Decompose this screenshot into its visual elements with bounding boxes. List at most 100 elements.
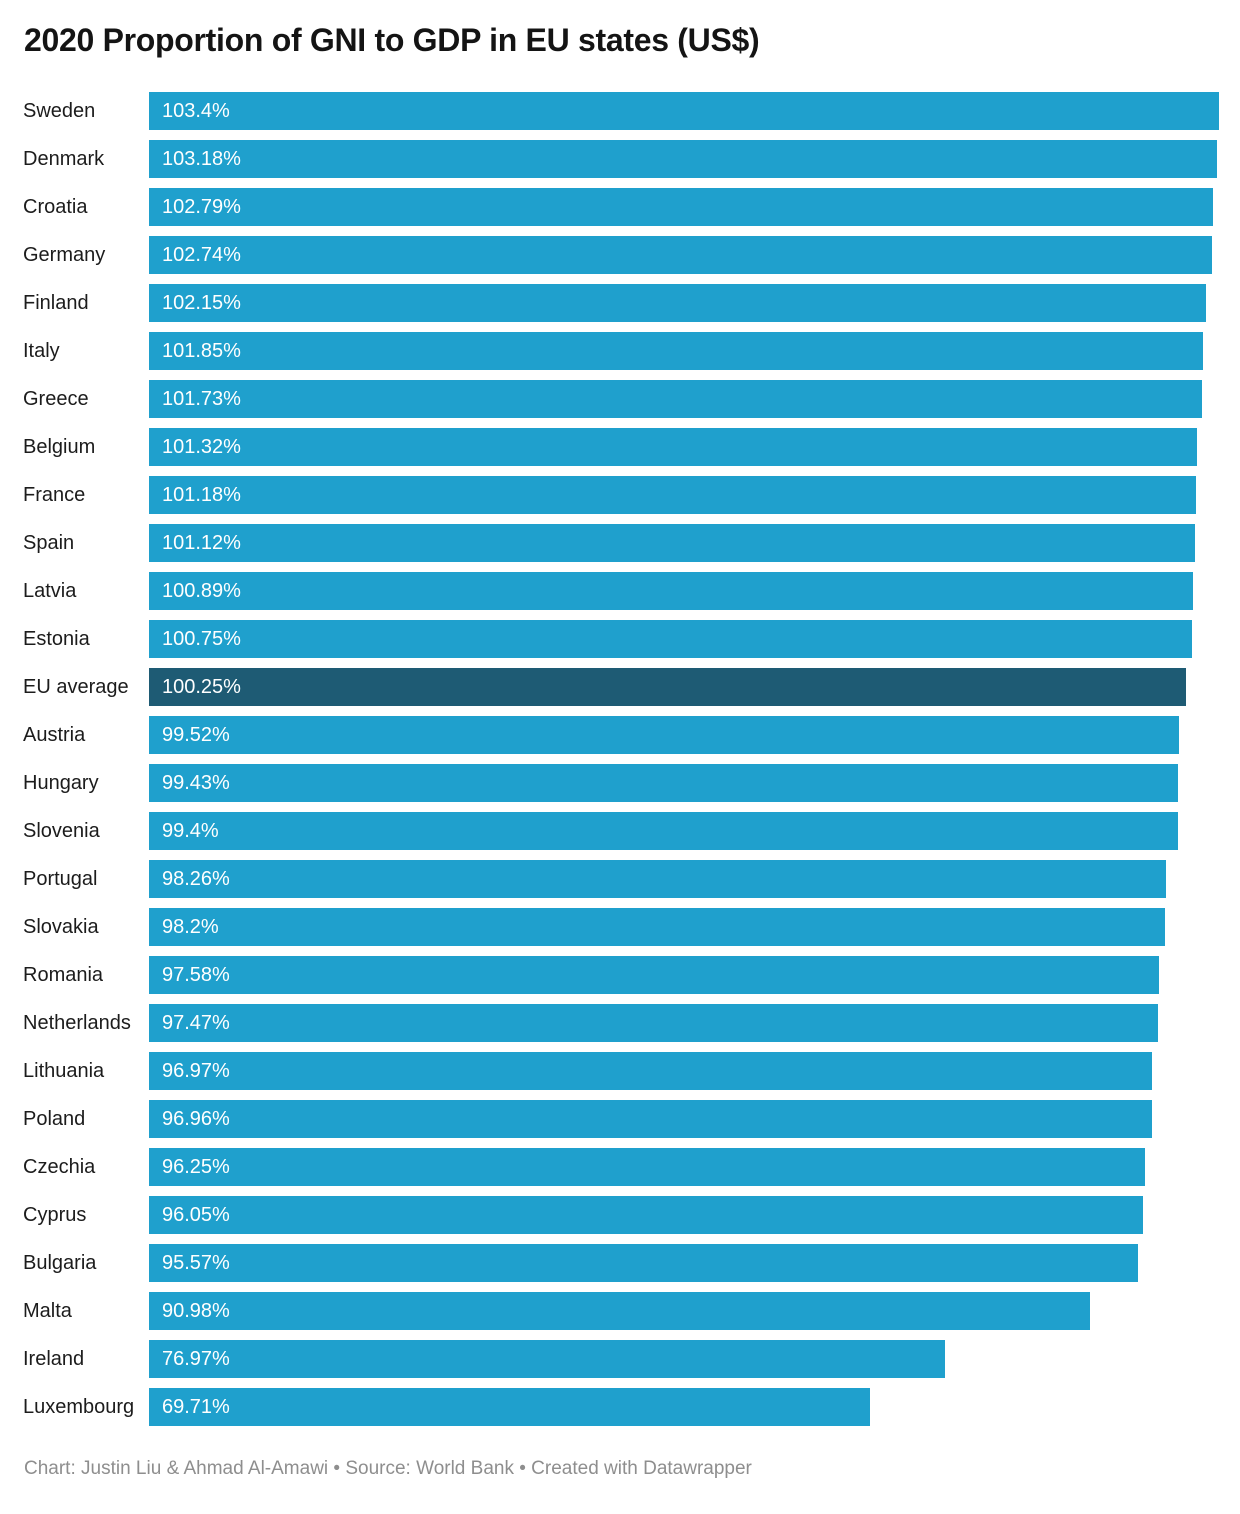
- chart-row: Bulgaria 95.57%: [0, 1239, 1219, 1287]
- bar-chart-rows: Sweden 103.4% Denmark 103.18% Croatia 102.79%…: [0, 87, 1219, 1431]
- bar: 100.25%: [149, 668, 1187, 706]
- category-label: Czechia: [23, 1155, 96, 1178]
- bar: 100.89%: [149, 572, 1194, 610]
- value-label: 69.71%: [162, 1395, 230, 1418]
- value-label: 97.58%: [162, 963, 230, 986]
- bar: 96.05%: [149, 1196, 1143, 1234]
- category-label: Latvia: [23, 579, 77, 602]
- bar-track: 97.58%: [149, 956, 1219, 994]
- bar-track: 96.97%: [149, 1052, 1219, 1090]
- bar: 99.43%: [149, 764, 1178, 802]
- bar-track: 101.73%: [149, 380, 1219, 418]
- bar: 103.18%: [149, 140, 1217, 178]
- bar-track: 90.98%: [149, 1292, 1219, 1330]
- bar: 96.25%: [149, 1148, 1145, 1186]
- value-label: 99.43%: [162, 771, 230, 794]
- category-label: Greece: [23, 387, 89, 410]
- bar-track: 95.57%: [149, 1244, 1219, 1282]
- chart-row: Ireland 76.97%: [0, 1335, 1219, 1383]
- category-label: Romania: [23, 963, 104, 986]
- bar: 96.96%: [149, 1100, 1153, 1138]
- category-label: Spain: [23, 531, 75, 554]
- chart-row: Finland 102.15%: [0, 279, 1219, 327]
- bar-track: 96.96%: [149, 1100, 1219, 1138]
- bar-track: 103.4%: [149, 92, 1219, 130]
- category-label: Malta: [23, 1299, 72, 1322]
- value-label: 96.05%: [162, 1203, 230, 1226]
- bar-track: 101.18%: [149, 476, 1219, 514]
- value-label: 100.25%: [162, 675, 241, 698]
- bar: 103.4%: [149, 92, 1219, 130]
- chart-row: Cyprus 96.05%: [0, 1191, 1219, 1239]
- bar-track: 98.26%: [149, 860, 1219, 898]
- value-label: 98.2%: [162, 915, 219, 938]
- bar: 99.4%: [149, 812, 1178, 850]
- chart-row: Slovenia 99.4%: [0, 807, 1219, 855]
- value-label: 102.15%: [162, 291, 241, 314]
- value-label: 101.32%: [162, 435, 241, 458]
- category-label: France: [23, 483, 86, 506]
- value-label: 100.89%: [162, 579, 241, 602]
- bar: 97.58%: [149, 956, 1159, 994]
- value-label: 102.74%: [162, 243, 241, 266]
- chart-row: Denmark 103.18%: [0, 135, 1219, 183]
- bar: 102.15%: [149, 284, 1207, 322]
- value-label: 101.85%: [162, 339, 241, 362]
- bar-track: 100.89%: [149, 572, 1219, 610]
- value-label: 97.47%: [162, 1011, 230, 1034]
- chart-row: Croatia 102.79%: [0, 183, 1219, 231]
- category-label: Cyprus: [23, 1203, 87, 1226]
- bar-track: 96.05%: [149, 1196, 1219, 1234]
- value-label: 102.79%: [162, 195, 241, 218]
- category-label: Austria: [23, 723, 86, 746]
- bar: 101.73%: [149, 380, 1202, 418]
- chart-row: Greece 101.73%: [0, 375, 1219, 423]
- value-label: 96.25%: [162, 1155, 230, 1178]
- chart-row: Austria 99.52%: [0, 711, 1219, 759]
- category-label: Croatia: [23, 195, 88, 218]
- category-label: Luxembourg: [23, 1395, 135, 1418]
- category-label: Italy: [23, 339, 60, 362]
- chart-footer-attribution: Chart: Justin Liu & Ahmad Al-Amawi • Sou…: [24, 1458, 752, 1479]
- category-label: Sweden: [23, 99, 96, 122]
- category-label: Ireland: [23, 1347, 85, 1370]
- bar-track: 99.43%: [149, 764, 1219, 802]
- bar: 69.71%: [149, 1388, 871, 1426]
- value-label: 90.98%: [162, 1299, 230, 1322]
- chart-row: Italy 101.85%: [0, 327, 1219, 375]
- bar-track: 102.74%: [149, 236, 1219, 274]
- value-label: 76.97%: [162, 1347, 230, 1370]
- bar: 101.12%: [149, 524, 1196, 562]
- value-label: 101.18%: [162, 483, 241, 506]
- category-label: Bulgaria: [23, 1251, 97, 1274]
- bar: 97.47%: [149, 1004, 1158, 1042]
- chart-row: EU average 100.25%: [0, 663, 1219, 711]
- chart-row: Germany 102.74%: [0, 231, 1219, 279]
- bar-track: 96.25%: [149, 1148, 1219, 1186]
- category-label: Slovenia: [23, 819, 100, 842]
- bar-track: 100.25%: [149, 668, 1219, 706]
- bar: 101.85%: [149, 332, 1203, 370]
- chart-row: Latvia 100.89%: [0, 567, 1219, 615]
- chart-row: Portugal 98.26%: [0, 855, 1219, 903]
- bar-track: 101.85%: [149, 332, 1219, 370]
- value-label: 101.12%: [162, 531, 241, 554]
- bar: 98.2%: [149, 908, 1166, 946]
- chart-row: Poland 96.96%: [0, 1095, 1219, 1143]
- bar: 100.75%: [149, 620, 1192, 658]
- bar-track: 102.15%: [149, 284, 1219, 322]
- chart-row: Estonia 100.75%: [0, 615, 1219, 663]
- category-label: Lithuania: [23, 1059, 105, 1082]
- chart-row: Czechia 96.25%: [0, 1143, 1219, 1191]
- chart-title: 2020 Proportion of GNI to GDP in EU stat…: [24, 22, 760, 58]
- category-label: Slovakia: [23, 915, 99, 938]
- bar: 99.52%: [149, 716, 1179, 754]
- bar: 76.97%: [149, 1340, 946, 1378]
- chart-row: Luxembourg 69.71%: [0, 1383, 1219, 1431]
- chart-row: Romania 97.58%: [0, 951, 1219, 999]
- value-label: 101.73%: [162, 387, 241, 410]
- category-label: Belgium: [23, 435, 96, 458]
- chart-row: Netherlands 97.47%: [0, 999, 1219, 1047]
- bar-track: 99.52%: [149, 716, 1219, 754]
- bar-track: 101.32%: [149, 428, 1219, 466]
